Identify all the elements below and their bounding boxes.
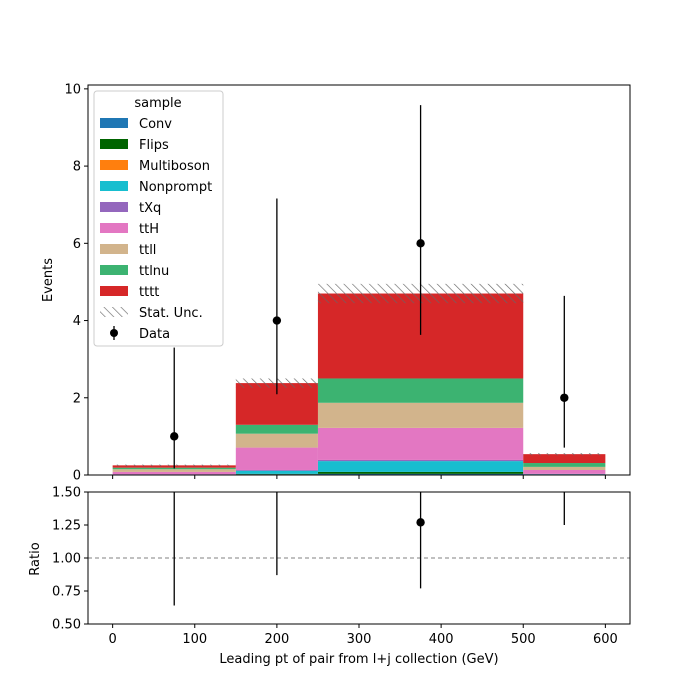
legend: sample Conv Flips Multiboson Nonprompt tXq tt… <box>93 90 224 347</box>
bar-tth-bin-0 <box>112 471 236 475</box>
legend-swatch-multiboson <box>100 160 128 170</box>
legend-swatch-tth <box>100 223 128 233</box>
x-tick-label: 0 <box>108 632 116 647</box>
ratio-y-tick-label: 1.25 <box>52 519 81 534</box>
y-tick-label: 2 <box>73 391 81 406</box>
ratio-y-tick-label: 0.50 <box>52 618 81 633</box>
bar-ttll-bin-1 <box>235 433 318 448</box>
legend-label: Nonprompt <box>139 180 212 195</box>
ratio-point <box>560 224 568 232</box>
bar-ttll-bin-2 <box>317 402 524 428</box>
legend-label: tttt <box>139 285 159 300</box>
bar-ttlnu-bin-1 <box>235 424 318 434</box>
legend-swatch-conv <box>100 118 128 128</box>
stat-unc-band-bin-3 <box>523 452 606 456</box>
bar-txq-bin-1 <box>235 469 318 471</box>
y-tick-label: 4 <box>73 314 81 329</box>
legend-items: Conv Flips Multiboson Nonprompt tXq ttH ttll tt… <box>100 117 212 342</box>
main-x-ticks <box>112 475 606 479</box>
y-tick-label: 8 <box>73 160 81 175</box>
x-tick-label: 300 <box>347 632 372 647</box>
bar-tth-bin-3 <box>523 469 606 474</box>
data-point <box>170 432 179 441</box>
legend-title: sample <box>134 96 181 111</box>
bar-conv-bin-2 <box>317 473 524 475</box>
ratio-y-tick-label: 0.75 <box>52 585 81 600</box>
bar-ttlnu-bin-3 <box>523 463 606 467</box>
ratio-y-axis-label: Ratio <box>28 542 43 575</box>
y-tick-label: 10 <box>64 82 81 97</box>
legend-swatch-txq <box>100 202 128 212</box>
bar-nonprompt-bin-2 <box>317 461 524 472</box>
legend-label: tXq <box>139 201 161 216</box>
legend-label: ttlnu <box>139 264 169 279</box>
legend-label: ttH <box>139 222 159 237</box>
x-axis-label: Leading pt of pair from l+j collection (… <box>219 652 498 667</box>
legend-swatch-ttlnu <box>100 265 128 275</box>
bar-tth-bin-2 <box>317 427 524 460</box>
bar-ttll-bin-0 <box>112 469 236 472</box>
ratio-points <box>173 224 568 606</box>
ratio-y-tick-label: 1.00 <box>52 552 81 567</box>
legend-swatch-stat-unc <box>100 307 128 317</box>
bar-ttll-bin-3 <box>523 466 606 470</box>
bar-flips-bin-2 <box>317 471 524 474</box>
data-points <box>170 105 569 469</box>
legend-label: Stat. Unc. <box>139 306 203 321</box>
data-point <box>560 393 569 402</box>
data-point <box>416 239 425 248</box>
legend-label: Conv <box>139 117 172 132</box>
legend-label: Data <box>139 327 170 342</box>
bar-nonprompt-bin-1 <box>235 470 318 474</box>
legend-label: ttll <box>139 243 156 258</box>
ratio-x-ticks: 0 100 200 300 400 500 600 <box>108 624 618 647</box>
ratio-y-ticks: 0.50 0.75 1.00 1.25 1.50 <box>52 486 88 633</box>
legend-swatch-nonprompt <box>100 181 128 191</box>
legend-marker-data-point <box>110 329 118 337</box>
x-tick-label: 600 <box>593 632 618 647</box>
x-tick-label: 500 <box>511 632 536 647</box>
y-tick-label: 0 <box>73 469 81 484</box>
legend-label: Multiboson <box>139 159 210 174</box>
legend-frame <box>93 90 224 347</box>
y-tick-label: 6 <box>73 237 81 252</box>
bar-txq-bin-2 <box>317 459 524 462</box>
bar-tth-bin-1 <box>235 447 318 470</box>
x-tick-label: 400 <box>429 632 454 647</box>
data-point <box>272 316 282 325</box>
legend-swatch-tttt <box>100 286 128 296</box>
main-y-ticks: 0 2 4 6 8 10 <box>64 82 88 484</box>
ratio-point <box>416 518 425 527</box>
bar-ttlnu-bin-2 <box>317 378 524 403</box>
ratio-axes-frame <box>87 491 631 625</box>
ratio-y-tick-label: 1.50 <box>52 486 81 501</box>
legend-label: Flips <box>139 138 169 153</box>
y-axis-label: Events <box>41 258 56 302</box>
x-tick-label: 200 <box>264 632 289 647</box>
bar-tttt-bin-3 <box>523 454 606 464</box>
legend-swatch-ttll <box>100 244 128 254</box>
x-tick-label: 100 <box>182 632 207 647</box>
legend-swatch-flips <box>100 139 128 149</box>
